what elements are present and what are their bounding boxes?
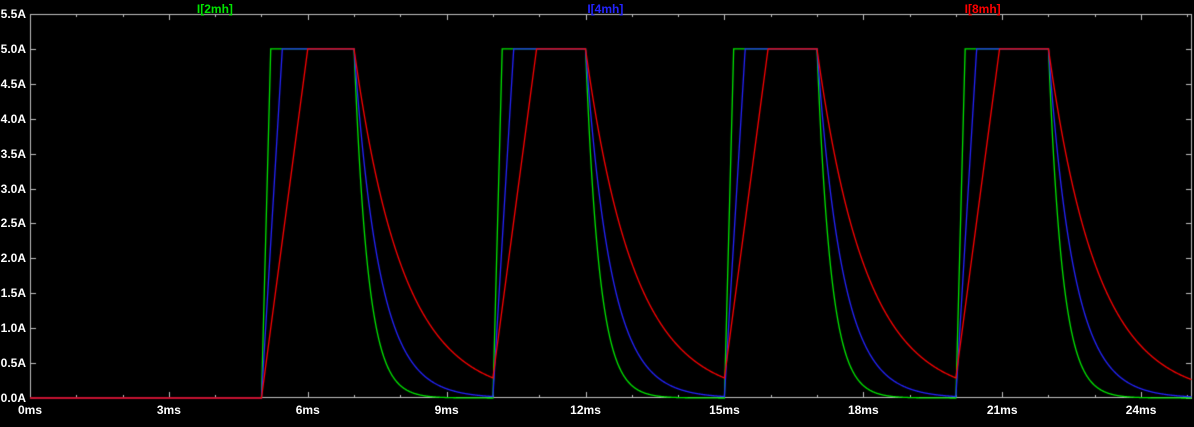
y-tick-label: 3.0A <box>0 181 26 196</box>
x-tick-label: 3ms <box>156 403 181 417</box>
y-tick-label: 4.0A <box>0 111 26 126</box>
y-tick-label: 1.5A <box>0 286 26 301</box>
y-tick-label: 1.0A <box>0 321 26 336</box>
y-tick-label: 2.5A <box>0 216 26 231</box>
x-tick-label: 6ms <box>295 403 320 417</box>
y-tick-label: 5.0A <box>0 41 26 56</box>
x-tick-label: 15ms <box>709 403 740 417</box>
y-tick-label: 0.5A <box>0 356 26 371</box>
x-tick-label: 12ms <box>570 403 601 417</box>
x-tick-label: 21ms <box>986 403 1018 417</box>
y-tick-label: 3.5A <box>0 146 26 161</box>
trace-label-8mh[interactable]: I[8mh] <box>964 2 1001 16</box>
x-tick-label: 24ms <box>1125 403 1157 417</box>
y-tick-label: 2.0A <box>0 251 26 266</box>
y-tick-label: 5.5A <box>0 7 26 21</box>
trace-label-2mh[interactable]: I[2mh] <box>196 2 233 16</box>
trace-legend: I[2mh] I[4mh] I[8mh] <box>0 0 1194 20</box>
x-tick-label: 0ms <box>17 403 43 417</box>
trace-label-4mh[interactable]: I[4mh] <box>587 2 624 16</box>
x-tick-label: 18ms <box>847 403 879 417</box>
y-tick-label: 0.0A <box>0 391 26 405</box>
x-tick-label: 9ms <box>434 403 459 417</box>
y-tick-label: 4.5A <box>0 76 26 91</box>
